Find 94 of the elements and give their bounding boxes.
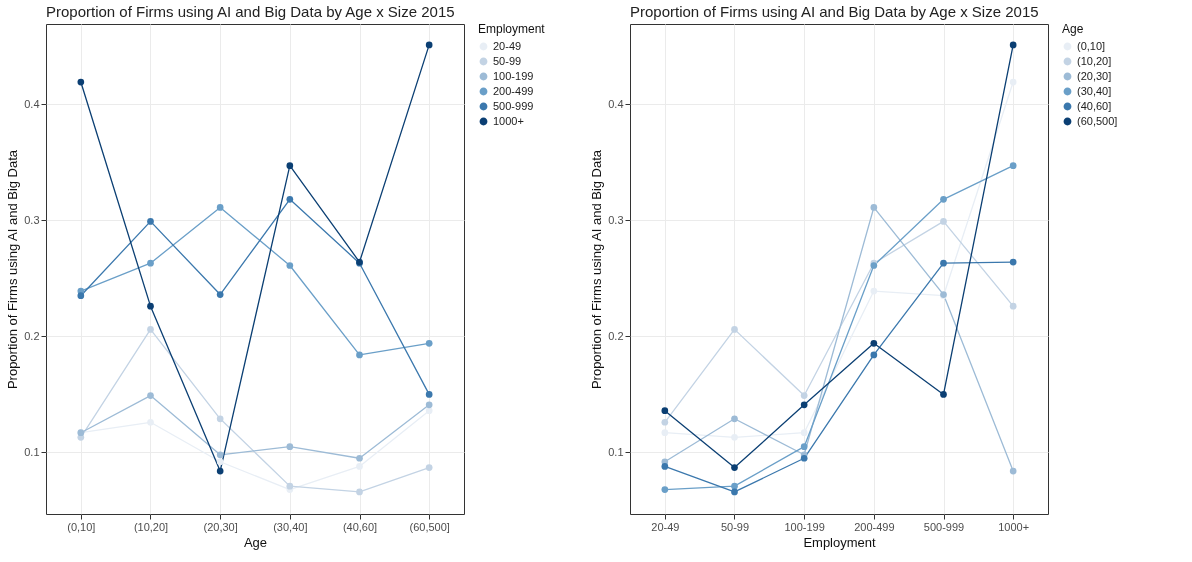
point <box>1009 258 1017 266</box>
legend-label: 200-499 <box>493 84 534 97</box>
legend-label: 20-49 <box>493 39 522 52</box>
legend-label: (40,60] <box>1077 99 1112 112</box>
x-tick-label: 50-99 <box>720 520 750 533</box>
point <box>356 454 363 462</box>
point <box>286 443 294 450</box>
point <box>731 326 738 333</box>
point <box>216 451 224 459</box>
x-tick-label: 500-999 <box>923 520 965 533</box>
legend-label: 100-199 <box>493 69 534 82</box>
point <box>661 407 669 415</box>
x-tick-label: 200-499 <box>854 520 895 533</box>
legend-label: (30,40] <box>1077 84 1112 97</box>
point <box>800 443 808 450</box>
point <box>425 401 433 409</box>
x-axis-title: Age <box>243 534 268 550</box>
x-tick-label: (0,10] <box>67 520 96 533</box>
point <box>286 262 294 269</box>
point <box>731 464 738 471</box>
point <box>731 482 738 490</box>
point <box>356 351 363 359</box>
point <box>147 392 154 399</box>
point <box>870 204 878 211</box>
y-axis-title: Proportion of Firms using AI and Big Data <box>5 149 21 390</box>
point <box>661 463 669 470</box>
point <box>286 162 294 170</box>
point <box>800 392 808 399</box>
point <box>147 218 154 225</box>
point <box>940 195 947 203</box>
point <box>286 482 294 490</box>
point <box>425 391 433 398</box>
chart-title: Proportion of Firms using AI and Big Data by Age x Size 2015 <box>46 3 455 20</box>
point <box>940 391 947 398</box>
point <box>356 488 363 496</box>
point <box>216 291 224 298</box>
point <box>216 204 224 211</box>
point <box>1009 302 1017 310</box>
y-axis-title: Proportion of Firms using AI and Big Data <box>589 149 605 390</box>
legend-label: (0,10] <box>1077 39 1106 52</box>
y-tick-label: 0.1 <box>24 445 40 458</box>
point <box>425 41 433 49</box>
point <box>77 78 85 86</box>
legend-title: Age <box>1062 22 1084 36</box>
point <box>77 292 85 300</box>
legend-label: (60,500] <box>1077 114 1118 127</box>
legend-label: 1000+ <box>493 114 524 127</box>
point <box>940 218 947 225</box>
point <box>940 259 947 267</box>
legend-label: 50-99 <box>493 54 522 67</box>
y-tick-label: 0.4 <box>608 97 624 110</box>
y-tick-label: 0.3 <box>24 213 40 226</box>
point <box>870 351 878 359</box>
x-tick-label: (20,30] <box>203 520 238 533</box>
point <box>1009 467 1017 475</box>
y-tick-label: 0.4 <box>24 97 40 110</box>
point <box>425 464 433 471</box>
legend-label: (10,20] <box>1077 54 1112 67</box>
point <box>425 339 433 347</box>
point <box>731 488 738 496</box>
point <box>800 429 808 437</box>
y-tick-label: 0.2 <box>24 329 40 342</box>
legend-label: 500-999 <box>493 99 534 112</box>
point <box>1009 41 1017 49</box>
legend-title: Employment <box>478 22 546 36</box>
x-tick-label: 100-199 <box>784 520 825 533</box>
point <box>147 259 154 267</box>
point <box>800 401 808 409</box>
point <box>216 467 224 475</box>
point <box>147 302 154 310</box>
point <box>661 418 669 426</box>
point <box>731 415 738 423</box>
x-tick-label: (30,40] <box>273 520 308 533</box>
x-tick-label: (10,20] <box>133 520 169 533</box>
point <box>216 415 224 423</box>
point <box>286 195 294 203</box>
point <box>425 407 433 415</box>
x-tick-label: (40,60] <box>342 520 378 533</box>
y-tick-label: 0.2 <box>608 329 624 342</box>
x-tick-label: 1000+ <box>998 520 1030 533</box>
point <box>1009 78 1017 86</box>
point <box>870 339 878 347</box>
point <box>661 486 669 493</box>
point <box>147 326 154 333</box>
y-tick-label: 0.3 <box>608 213 624 226</box>
chart-title: Proportion of Firms using AI and Big Data by Age x Size 2015 <box>630 3 1039 20</box>
legend-label: (20,30] <box>1077 69 1112 82</box>
point <box>1009 162 1017 170</box>
x-axis-title: Employment <box>803 534 877 550</box>
x-tick-label: 20-49 <box>651 520 680 533</box>
x-tick-label: (60,500] <box>409 520 450 533</box>
point <box>216 458 224 466</box>
y-tick-label: 0.1 <box>608 445 624 458</box>
point <box>356 463 363 470</box>
